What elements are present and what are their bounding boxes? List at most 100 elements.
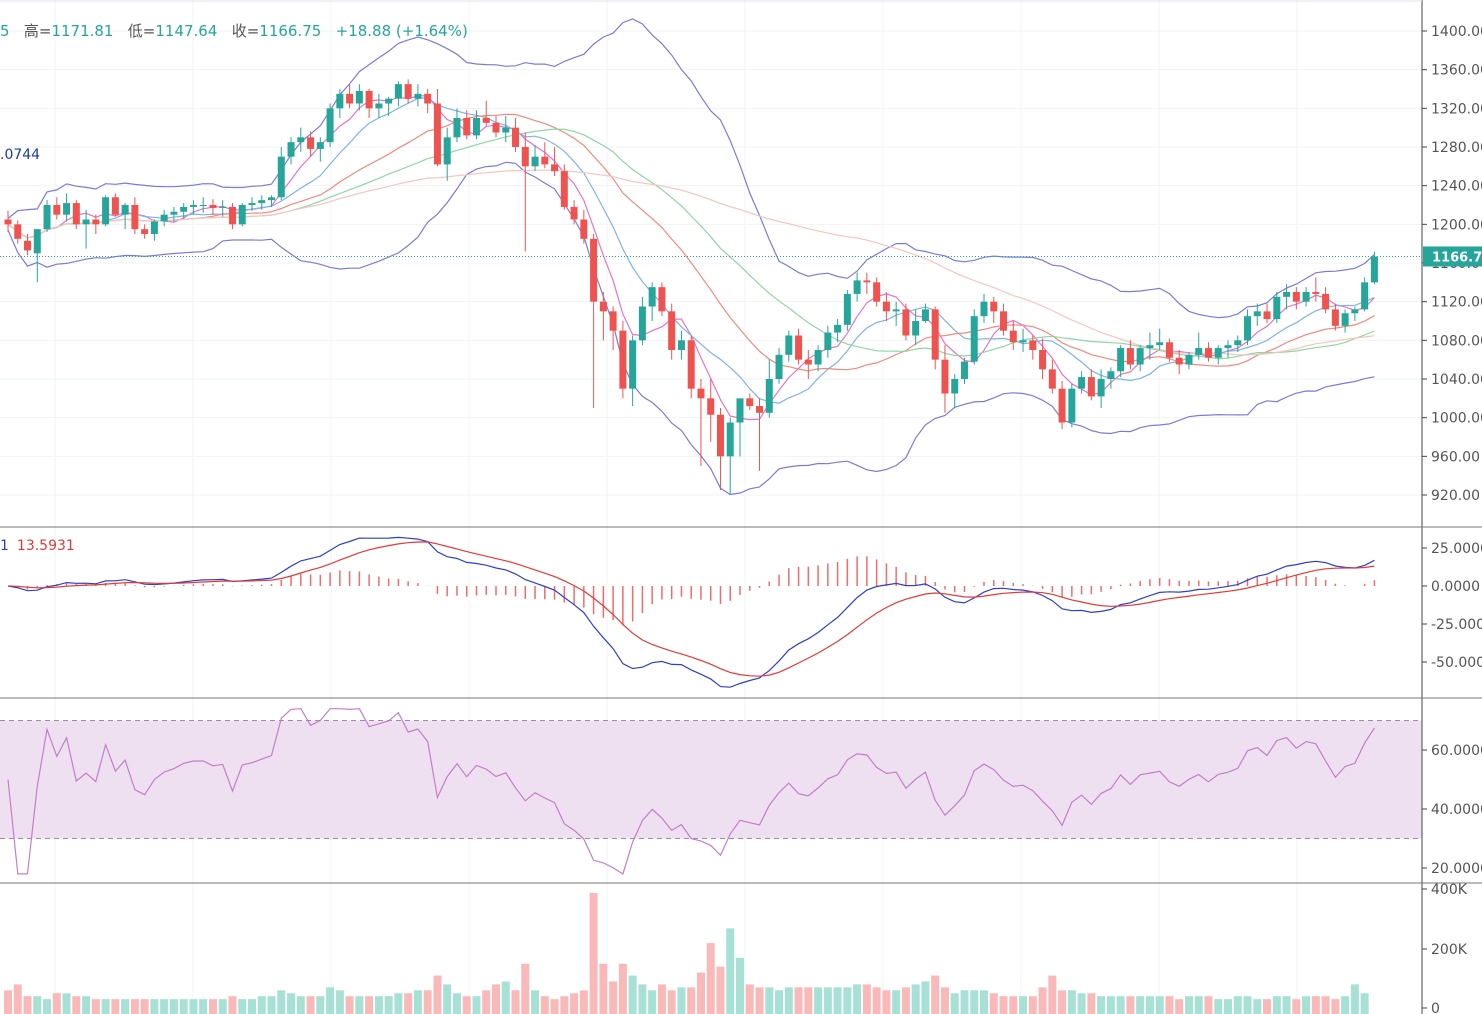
macd-panel[interactable] [7, 536, 1376, 688]
candle[interactable] [1019, 340, 1027, 343]
candle[interactable] [756, 406, 764, 413]
candle[interactable] [502, 127, 510, 133]
candle[interactable] [346, 93, 354, 104]
candle[interactable] [960, 361, 968, 379]
candle[interactable] [394, 84, 402, 99]
candle[interactable] [355, 90, 363, 104]
candle[interactable] [658, 287, 666, 312]
candle[interactable] [1146, 345, 1154, 349]
candle[interactable] [1009, 330, 1017, 343]
candle[interactable] [638, 306, 646, 341]
candle[interactable] [1361, 282, 1369, 310]
candle[interactable] [258, 200, 266, 204]
candle[interactable] [268, 197, 276, 201]
candle[interactable] [687, 340, 695, 389]
candle[interactable] [492, 122, 500, 133]
candle[interactable] [121, 205, 129, 215]
candle[interactable] [209, 205, 217, 208]
candle[interactable] [1126, 348, 1134, 365]
candle[interactable] [882, 301, 890, 312]
candle[interactable] [4, 219, 12, 225]
candle[interactable] [814, 350, 822, 365]
candle[interactable] [111, 197, 119, 215]
candle[interactable] [63, 203, 71, 215]
candle[interactable] [326, 108, 334, 143]
candle[interactable] [892, 309, 900, 312]
candle[interactable] [1204, 348, 1212, 358]
candle[interactable] [414, 93, 422, 99]
candle[interactable] [1165, 342, 1173, 358]
candle[interactable] [1263, 311, 1271, 320]
candle[interactable] [726, 422, 734, 457]
candle[interactable] [443, 137, 451, 165]
candle[interactable] [131, 205, 139, 230]
candle[interactable] [375, 103, 383, 109]
candle[interactable] [629, 340, 637, 389]
candle[interactable] [1283, 292, 1291, 297]
candle[interactable] [1185, 354, 1193, 365]
candle[interactable] [463, 118, 471, 136]
candle[interactable] [521, 147, 529, 167]
candle[interactable] [141, 229, 149, 234]
candle[interactable] [1273, 296, 1281, 320]
candle[interactable] [160, 214, 168, 222]
candle[interactable] [775, 354, 783, 379]
candle[interactable] [189, 205, 197, 207]
candle[interactable] [102, 197, 110, 225]
price-panel[interactable] [0, 18, 1422, 496]
candle[interactable] [1370, 256, 1378, 283]
candle[interactable] [1048, 369, 1056, 389]
candle[interactable] [921, 309, 929, 321]
candle[interactable] [570, 206, 578, 220]
candle[interactable] [1224, 345, 1232, 349]
candle[interactable] [873, 282, 881, 302]
candle[interactable] [24, 240, 32, 251]
volume-panel[interactable] [4, 892, 1369, 1014]
candle[interactable] [1029, 340, 1037, 350]
candle[interactable] [980, 301, 988, 317]
candle[interactable] [834, 324, 842, 333]
candle[interactable] [1156, 342, 1164, 346]
candle[interactable] [287, 142, 295, 157]
candle[interactable] [951, 379, 959, 394]
candle[interactable] [1214, 348, 1222, 358]
candle[interactable] [941, 359, 949, 394]
candle[interactable] [1351, 309, 1359, 314]
candle[interactable] [541, 156, 549, 165]
candle[interactable] [82, 219, 90, 225]
candle[interactable] [795, 335, 803, 360]
candle[interactable] [1195, 348, 1203, 355]
candle[interactable] [804, 359, 812, 365]
candle[interactable] [716, 414, 724, 457]
candle[interactable] [1136, 348, 1144, 365]
candle[interactable] [33, 229, 41, 254]
candle[interactable] [531, 156, 539, 167]
candle[interactable] [307, 137, 315, 149]
candle[interactable] [707, 398, 715, 415]
candle[interactable] [843, 293, 851, 325]
candle[interactable] [72, 203, 80, 225]
candle[interactable] [424, 93, 432, 104]
candle[interactable] [199, 205, 207, 206]
candle[interactable] [316, 142, 324, 149]
candle[interactable] [560, 171, 568, 207]
candle[interactable] [277, 156, 285, 198]
candle[interactable] [1322, 293, 1330, 310]
candle[interactable] [609, 311, 617, 331]
candle[interactable] [863, 280, 871, 283]
candle[interactable] [599, 301, 607, 312]
candle[interactable] [853, 280, 861, 294]
candle[interactable] [512, 127, 520, 147]
candle[interactable] [736, 398, 744, 423]
candle[interactable] [1292, 292, 1300, 302]
candle[interactable] [1039, 350, 1047, 370]
candle[interactable] [1087, 377, 1095, 397]
candle[interactable] [785, 335, 793, 355]
candle[interactable] [912, 321, 920, 336]
candle[interactable] [365, 90, 373, 109]
candle[interactable] [902, 309, 910, 336]
rsi-panel[interactable] [7, 708, 1375, 875]
candle[interactable] [170, 211, 178, 215]
candle[interactable] [1068, 388, 1076, 423]
candle[interactable] [297, 137, 305, 143]
